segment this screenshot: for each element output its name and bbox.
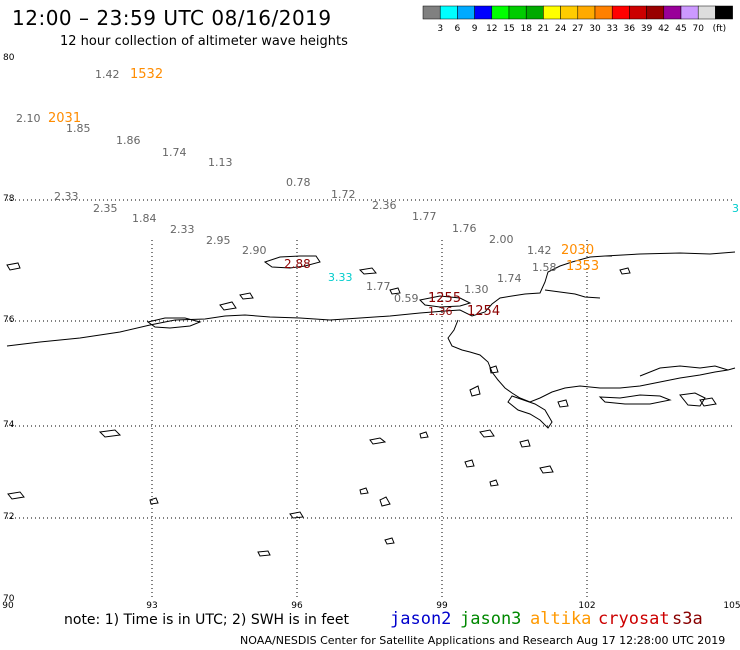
lat-label: 74 (3, 420, 15, 430)
wave-height-label: 2.10 (16, 112, 41, 125)
wave-height-label: 1532 (130, 67, 163, 82)
lon-label: 90 (2, 601, 14, 611)
colorbar-tick-label: 21 (538, 24, 549, 34)
colorbar-tick-label: 33 (606, 24, 617, 34)
colorbar-tick-label: 6 (455, 24, 461, 34)
colorbar-tick-label: 12 (486, 24, 497, 34)
wave-height-label: 3.33 (328, 271, 353, 284)
wave-height-label: 1.42 (527, 244, 552, 257)
colorbar-swatch (422, 5, 441, 20)
colorbar-tick-label: 30 (589, 24, 601, 34)
colorbar-swatch (525, 5, 544, 20)
wave-height-label: 1353 (566, 259, 599, 274)
colorbar-tick-label: 24 (555, 24, 567, 34)
wave-height-label: 1.85 (66, 122, 91, 135)
wave-height-label: 2.36 (372, 199, 397, 212)
longitude-labels: 90 93 96 99 102 105 (2, 601, 740, 611)
lat-label: 70 (3, 594, 15, 604)
lon-label: 105 (723, 601, 740, 611)
wave-height-label: 1.42 (95, 68, 120, 81)
legend-jason3: jason3 (460, 609, 522, 629)
colorbar-swatch (543, 5, 561, 20)
wave-height-label: 1.58 (532, 261, 557, 274)
wave-height-label: 1.77 (366, 280, 391, 293)
colorbar-tick-label: 3 (437, 24, 443, 34)
legend-s3a: s3a (672, 609, 703, 629)
colorbar-swatch (611, 5, 630, 20)
lon-label: 99 (436, 601, 448, 611)
lat-label: 80 (3, 53, 15, 63)
wave-height-label: 1.74 (162, 146, 187, 159)
wave-height-label: 1.77 (412, 210, 437, 223)
wave-height-label: 2.35 (93, 202, 118, 215)
gridlines (7, 199, 732, 598)
lat-label: 78 (3, 194, 15, 204)
colorbar-swatch (697, 5, 716, 20)
colorbar-tick-label: 42 (658, 24, 669, 34)
wave-height-label: 2.90 (242, 244, 267, 257)
wave-height-label: 1254 (467, 304, 500, 319)
wave-height-label: 1.13 (208, 156, 233, 169)
wave-height-label: 1.72 (331, 188, 356, 201)
wave-height-label: 1.84 (132, 212, 157, 225)
wave-height-label: 2.33 (170, 223, 195, 236)
colorbar-tick-label: 36 (624, 24, 636, 34)
legend-jason2: jason2 (390, 609, 452, 629)
wave-height-label: 1255 (428, 291, 461, 306)
lat-label: 72 (3, 512, 14, 522)
colorbar-swatch (646, 5, 665, 20)
colorbar-swatch (439, 5, 458, 20)
lat-label: 76 (3, 315, 15, 325)
wave-height-label: 0.78 (286, 176, 311, 189)
wave-height-label: 2.88 (284, 257, 311, 271)
colorbar-swatch (680, 5, 699, 20)
footer-credit: NOAA/NESDIS Center for Satellite Applica… (240, 634, 726, 647)
colorbar-tick-label: 15 (503, 24, 514, 34)
wave-height-label: 1.74 (497, 272, 522, 285)
wave-height-label: 2030 (561, 243, 594, 258)
colorbar-tick-label: 18 (520, 24, 532, 34)
lon-label: 102 (578, 601, 595, 611)
colorbar-swatch (594, 5, 613, 20)
wave-height-label: 2.95 (206, 234, 231, 247)
colorbar-tick-label: 45 (675, 24, 686, 34)
colorbar-swatch (491, 5, 510, 20)
colorbar-swatch (474, 5, 493, 20)
colorbar: 3 6 9 12 15 18 21 24 27 30 33 36 39 42 45 70 (ft) (422, 5, 733, 34)
colorbar-swatch (577, 5, 596, 20)
coastline (6, 251, 736, 557)
colorbar-tick-label: 27 (572, 24, 583, 34)
colorbar-swatch (663, 5, 682, 20)
colorbar-swatch (629, 5, 647, 20)
colorbar-tick-label: 9 (472, 24, 478, 34)
lon-label: 96 (291, 601, 303, 611)
colorbar-tick-label: 70 (692, 24, 704, 34)
wave-height-label: 2.00 (489, 233, 514, 246)
wave-height-label: 2.33 (54, 190, 79, 203)
legend-altika: altika (530, 609, 592, 629)
page-subtitle: 12 hour collection of altimeter wave hei… (60, 34, 348, 49)
lon-label: 93 (146, 601, 157, 611)
colorbar-swatch (508, 5, 527, 20)
wave-height-label: 3. (732, 202, 740, 215)
wave-height-label: 1.30 (464, 283, 489, 296)
legend-cryosat: cryosat (598, 609, 670, 629)
colorbar-tick-label: (ft) (713, 24, 727, 34)
wave-height-label: 2031 (48, 111, 81, 126)
wave-height-label: 0.59 (394, 292, 419, 305)
wave-height-label: 1.86 (116, 134, 141, 147)
colorbar-swatch (560, 5, 579, 20)
latitude-labels: 80 78 76 74 72 70 (3, 53, 15, 604)
wave-height-label: 1.76 (452, 222, 477, 235)
colorbar-tick-label: 39 (641, 24, 653, 34)
page-title: 12:00 – 23:59 UTC 08/16/2019 (12, 6, 332, 30)
colorbar-swatch (715, 5, 733, 20)
note-text: note: 1) Time is in UTC; 2) SWH is in fe… (64, 612, 350, 628)
wave-height-label: 1.36 (428, 305, 453, 318)
colorbar-swatch (457, 5, 475, 20)
